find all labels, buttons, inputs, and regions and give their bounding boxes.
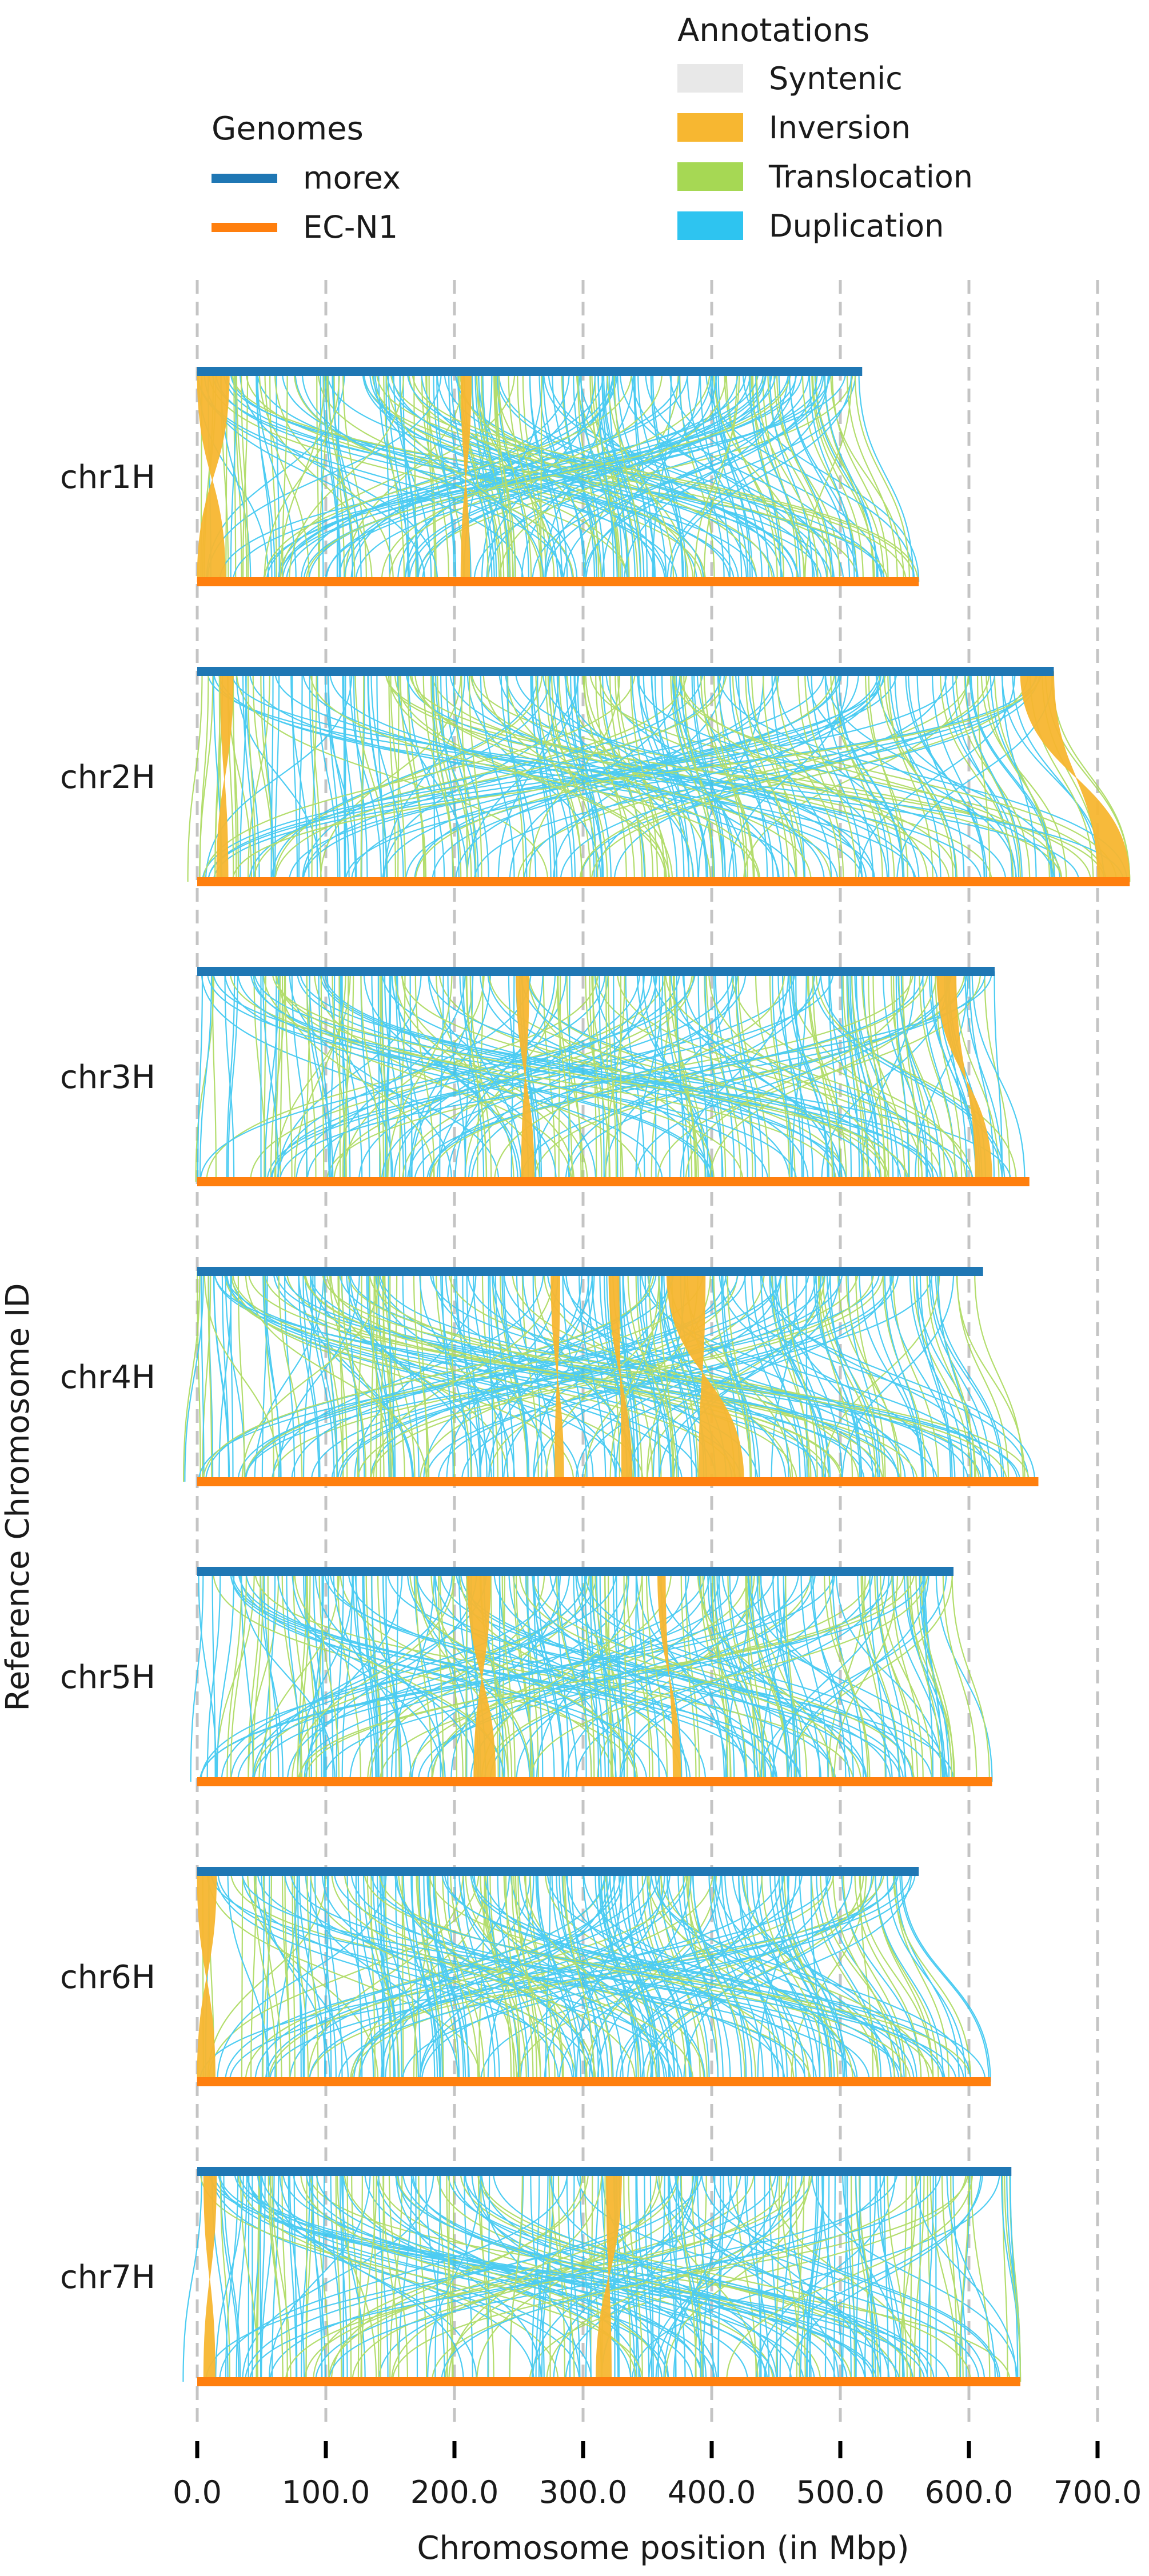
x-tick-label: 300.0 [539,2474,628,2510]
synteny-links [197,371,919,582]
synteny-link [435,2171,440,2382]
synteny-link [655,1871,895,2082]
chromosome-label: chr2H [60,759,155,796]
synteny-link [528,1571,530,1782]
chromosome-label: chr4H [60,1359,155,1396]
legend-swatch-translocation [677,162,743,191]
x-tick-label: 200.0 [410,2474,499,2510]
synteny-link [232,371,887,582]
legend-label-inversion: Inversion [769,110,911,146]
synteny-link [887,1871,966,2082]
synteny-links [183,1271,1035,1482]
synteny-links [200,1871,991,2082]
legend-label-duplication: Duplication [769,208,944,244]
genomes-legend-title: Genomes [212,110,364,147]
synteny-link [213,971,216,1182]
chromosome-label: chr7H [60,2259,155,2296]
synteny-link [327,971,913,1182]
x-axis-title: Chromosome position (in Mbp) [417,2530,909,2567]
synteny-link [328,671,340,882]
synteny-link [280,971,282,1182]
annotations-legend-title: Annotations [677,12,869,49]
legend-swatch-duplication [677,211,743,240]
x-axis: 0.0 100.0 200.0 300.0 400.0 500.0 600.0 700.0 [173,2441,1142,2510]
legend-swatch-syntenic [677,64,743,93]
synteny-link [292,671,297,882]
synteny-link [410,971,412,1182]
legend-label-translocation: Translocation [768,159,973,195]
synteny-link [294,971,345,1182]
chromosome-panel-chr4H: chr4H [60,1271,1039,1482]
chromosome-label: chr3H [60,1059,155,1096]
legend-label-morex: morex [303,160,401,196]
synteny-links [191,1571,992,1782]
x-tick-label: 500.0 [796,2474,885,2510]
synteny-link [379,1871,910,2082]
synteny-link [655,971,656,1182]
synteny-link [816,1871,881,2082]
synteny-links [196,971,1025,1182]
x-tick-label: 0.0 [173,2474,222,2510]
synteny-link [227,1571,241,1782]
chromosome-panels: chr1H chr2H chr3H chr4H chr5H chr6H chr7H [60,371,1130,2382]
synteny-link [306,2171,307,2382]
legend-swatch-inversion [677,113,743,142]
y-axis-title: Reference Chromosome ID [0,1283,37,1711]
x-tick-label: 700.0 [1054,2474,1142,2510]
synteny-link [481,671,514,882]
chromosome-panel-chr7H: chr7H [60,2171,1020,2382]
chromosome-panel-chr3H: chr3H [60,971,1030,1182]
chromosome-panel-chr1H: chr1H [60,371,919,582]
inversion-ribbon [204,2171,217,2382]
x-tick-label: 600.0 [925,2474,1014,2510]
inversion-ribbon [197,1871,217,2082]
synteny-link [952,1571,990,1782]
synteny-link [344,671,345,882]
inversion-ribbon [1020,671,1130,882]
chromosome-panel-chr6H: chr6H [60,1871,991,2082]
chromosome-label: chr1H [60,459,155,496]
genomes-legend: Genomes morex EC-N1 [212,110,401,245]
synteny-link [808,671,1016,882]
chromosome-label: chr5H [60,1659,155,1696]
synteny-link [883,971,927,1182]
legend-label-syntenic: Syntenic [769,61,903,97]
synteny-link [760,2171,764,2382]
legend-label-ec-n1: EC-N1 [303,209,398,245]
synteny-link [213,1571,216,1782]
synteny-link [940,671,1013,882]
synteny-link [183,2171,201,2382]
synteny-links [188,671,1130,882]
annotations-legend: Annotations Syntenic Inversion Transloca… [677,12,973,244]
synteny-link [1007,2171,1020,2382]
synteny-link [756,371,800,582]
x-tick-label: 400.0 [668,2474,756,2510]
synteny-link [403,1271,419,1482]
chromosome-panel-chr5H: chr5H [60,1571,992,1782]
synteny-link [317,371,318,582]
chromosome-label: chr6H [60,1959,155,1996]
synteny-link [704,371,737,582]
x-tick-label: 100.0 [282,2474,370,2510]
synteny-link [191,1571,204,1782]
synteny-link [900,1871,989,2082]
